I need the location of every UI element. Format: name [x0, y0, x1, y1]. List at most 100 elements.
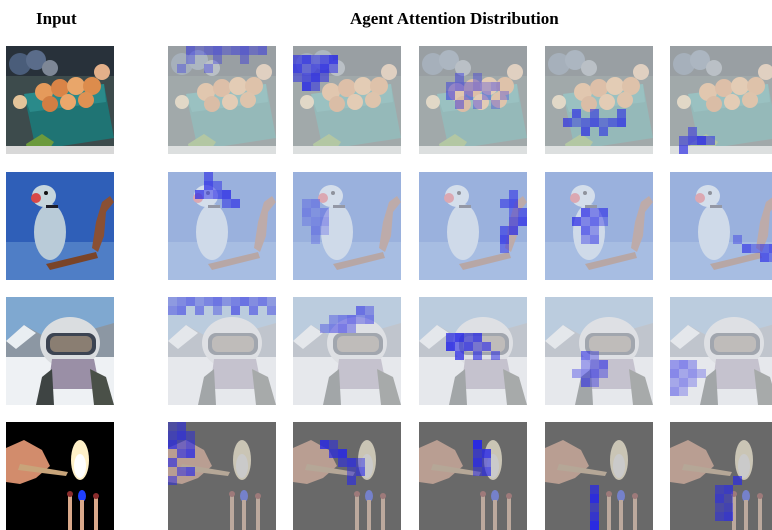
attention-cell	[590, 369, 599, 378]
attention-cell	[715, 512, 724, 521]
attention-cell	[186, 431, 195, 440]
attention-cell	[581, 351, 590, 360]
attention-cell	[320, 324, 329, 333]
attention-cell	[231, 199, 240, 208]
attention-map-matches-agent-5	[670, 422, 772, 530]
attention-cell	[267, 306, 276, 315]
attention-cell	[177, 64, 186, 73]
attention-cell	[213, 306, 222, 315]
attention-cell	[446, 342, 455, 351]
attention-cell	[599, 208, 608, 217]
attention-cell	[617, 109, 626, 118]
attention-cell	[670, 369, 679, 378]
attention-cell	[581, 360, 590, 369]
attention-cell	[590, 521, 599, 530]
attention-cell	[177, 306, 186, 315]
attention-map-parrot-agent-5	[670, 172, 772, 280]
attention-cell	[473, 351, 482, 360]
attention-cell	[213, 181, 222, 190]
attention-cell	[293, 64, 302, 73]
attention-cell	[168, 476, 177, 485]
attention-cell	[347, 458, 356, 467]
attention-map-skier-agent-1	[168, 297, 276, 405]
attention-cell	[311, 64, 320, 73]
attention-cell	[329, 440, 338, 449]
attention-cell	[491, 351, 500, 360]
attention-cell	[473, 467, 482, 476]
attention-cell	[249, 306, 258, 315]
attention-cell	[455, 82, 464, 91]
attention-map-strawberries-agent-3	[419, 46, 527, 154]
attention-cell	[231, 306, 240, 315]
attention-cell	[590, 360, 599, 369]
attention-overlay	[545, 46, 653, 154]
attention-map-skier-agent-2	[293, 297, 401, 405]
attention-cell	[572, 109, 581, 118]
attention-cell	[222, 46, 231, 55]
attention-overlay	[419, 46, 527, 154]
attention-cell	[581, 369, 590, 378]
attention-cell	[590, 208, 599, 217]
attention-cell	[491, 100, 500, 109]
attention-heatmap	[293, 422, 401, 530]
attention-cell	[509, 208, 518, 217]
attention-cell	[347, 476, 356, 485]
attention-cell	[329, 55, 338, 64]
attention-heatmap	[670, 297, 772, 405]
attention-cell	[599, 127, 608, 136]
attention-cell	[302, 199, 311, 208]
attention-cell	[222, 199, 231, 208]
attention-heatmap	[419, 422, 527, 530]
attention-cell	[670, 378, 679, 387]
attention-cell	[258, 46, 267, 55]
attention-cell	[168, 297, 177, 306]
attention-cell	[302, 73, 311, 82]
attention-cell	[688, 378, 697, 387]
attention-cell	[446, 333, 455, 342]
input-image-strawberries	[6, 46, 114, 154]
attention-cell	[599, 118, 608, 127]
attention-cell	[186, 449, 195, 458]
attention-cell	[177, 449, 186, 458]
attention-heatmap	[293, 172, 401, 280]
attention-cell	[249, 297, 258, 306]
attention-cell	[563, 118, 572, 127]
attention-cell	[347, 467, 356, 476]
attention-cell	[509, 226, 518, 235]
attention-cell	[338, 315, 347, 324]
attention-heatmap	[545, 46, 653, 154]
attention-heatmap	[293, 297, 401, 405]
attention-cell	[293, 73, 302, 82]
attention-cell	[617, 118, 626, 127]
attention-cell	[204, 190, 213, 199]
attention-cell	[249, 46, 258, 55]
attention-cell	[356, 306, 365, 315]
attention-cell	[231, 46, 240, 55]
attention-cell	[590, 485, 599, 494]
attention-cell	[177, 440, 186, 449]
attention-cell	[222, 297, 231, 306]
attention-cell	[706, 136, 715, 145]
attention-cell	[168, 440, 177, 449]
attention-cell	[464, 342, 473, 351]
attention-cell	[455, 100, 464, 109]
attention-cell	[590, 512, 599, 521]
attention-cell	[329, 315, 338, 324]
attention-cell	[581, 378, 590, 387]
attention-cell	[769, 244, 772, 253]
attention-cell	[177, 422, 186, 431]
attention-overlay	[168, 46, 276, 154]
attention-cell	[581, 235, 590, 244]
attention-cell	[697, 369, 706, 378]
attention-cell	[365, 315, 374, 324]
attention-cell	[311, 217, 320, 226]
attention-cell	[311, 226, 320, 235]
attention-cell	[464, 82, 473, 91]
attention-heatmap	[545, 422, 653, 530]
attention-overlay	[545, 172, 653, 280]
attention-cell	[186, 297, 195, 306]
attention-cell	[760, 253, 769, 262]
attention-map-parrot-agent-1	[168, 172, 276, 280]
attention-cell	[338, 324, 347, 333]
attention-cell	[697, 136, 706, 145]
